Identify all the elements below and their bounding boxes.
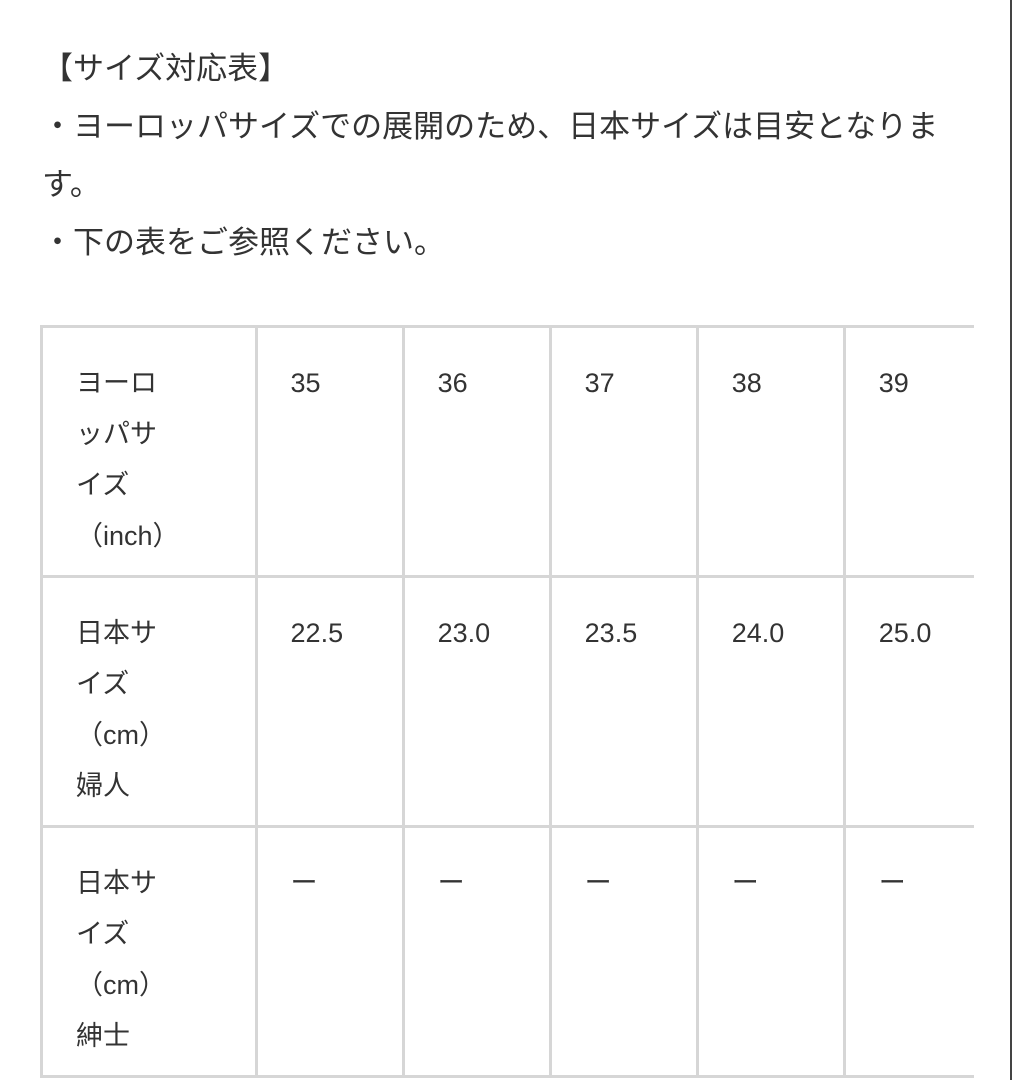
table-cell: 23.5 (548, 575, 699, 828)
table-cell: ー (842, 825, 974, 1078)
intro-note-see-table: ・下の表をご参照ください。 (42, 225, 445, 261)
table-cell: 36 (401, 325, 552, 578)
table-cell: ー (401, 825, 552, 1078)
table-cell: 22.5 (254, 575, 405, 828)
table-cell: 38 (695, 325, 846, 578)
size-chart-intro: 【サイズ対応表】 ・ヨーロッパサイズでの展開のため、日本サイズは目安となります。… (42, 40, 972, 272)
intro-note-european-sizes: ・ヨーロッパサイズでの展開のため、日本サイズは目安となります。 (42, 109, 939, 203)
table-cell: 25.0 (842, 575, 974, 828)
row-header: 日本サ イズ （cm） 婦人 (40, 575, 258, 828)
table-cell: ー (254, 825, 405, 1078)
size-table-scroll-container[interactable]: ヨーロ ッパサ イズ （inch）353637383940日本サ イズ （cm）… (40, 325, 974, 1079)
table-cell: 24.0 (695, 575, 846, 828)
table-cell: 39 (842, 325, 974, 578)
table-cell: ー (695, 825, 846, 1078)
table-cell: ー (548, 825, 699, 1078)
table-row: ヨーロ ッパサ イズ （inch）353637383940 (40, 325, 974, 578)
scroll-edge (1010, 0, 1012, 1080)
table-cell: 37 (548, 325, 699, 578)
row-header: 日本サ イズ （cm） 紳士 (40, 825, 258, 1078)
table-cell: 23.0 (401, 575, 552, 828)
table-cell: 35 (254, 325, 405, 578)
table-row: 日本サ イズ （cm） 紳士ーーーーー25.5 (40, 825, 974, 1078)
row-header: ヨーロ ッパサ イズ （inch） (40, 325, 258, 578)
size-table: ヨーロ ッパサ イズ （inch）353637383940日本サ イズ （cm）… (40, 325, 974, 1078)
intro-title: 【サイズ対応表】 (42, 51, 290, 87)
